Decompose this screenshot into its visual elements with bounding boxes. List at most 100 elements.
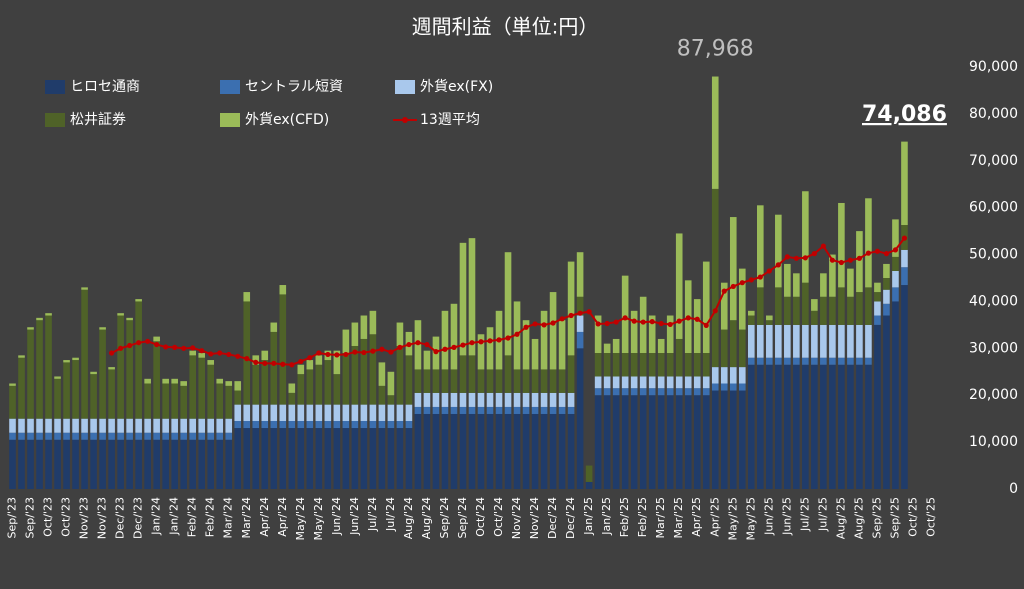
bar-segment (90, 418, 97, 433)
bar-segment (387, 428, 395, 489)
bar-segment (288, 421, 296, 429)
x-tick-label: Jan/'25 (600, 497, 613, 536)
bar-segment (333, 374, 341, 405)
bar-segment (54, 418, 61, 433)
average-marker (172, 344, 178, 350)
bar-segment (351, 322, 359, 346)
bar-segment (883, 263, 890, 278)
bar-segment (612, 376, 620, 389)
bar-segment (495, 369, 503, 393)
bar-segment (747, 324, 755, 358)
bar-segment (865, 287, 872, 325)
bar-segment (459, 406, 467, 414)
bar-segment (144, 378, 151, 384)
bar-segment (207, 418, 215, 433)
bar-segment (883, 289, 890, 304)
bar-segment (486, 406, 494, 414)
bar-segment (504, 392, 512, 407)
x-tick-label: Nov/'23 (96, 497, 109, 539)
average-marker (532, 321, 538, 327)
x-tick-label: Aug/'24 (420, 497, 433, 539)
bar-segment (171, 418, 178, 433)
bar-segment (811, 364, 818, 489)
bar-segment (99, 439, 106, 489)
bar-segment (450, 406, 458, 414)
bar-segment (856, 231, 863, 293)
bar-segment (72, 439, 79, 489)
bar-segment (603, 376, 611, 389)
bar-segment (784, 263, 791, 297)
bar-segment (576, 296, 584, 316)
bar-segment (225, 385, 233, 419)
average-marker (775, 262, 781, 268)
bar-segment (342, 428, 350, 489)
bar-segment (9, 432, 16, 440)
x-tick-label: Feb/'24 (186, 497, 199, 537)
bar-segment (630, 310, 638, 354)
bar-segment (847, 364, 854, 489)
bar-segment (117, 432, 124, 440)
bar-segment (558, 369, 566, 393)
bar-segment (153, 418, 160, 433)
average-marker (316, 350, 322, 356)
bar-segment (567, 392, 575, 407)
bar-segment (216, 383, 224, 419)
bar-segment (757, 324, 764, 358)
bar-segment (369, 428, 377, 489)
x-tick-label: Sep/'24 (438, 497, 451, 538)
x-tick-label: May/'24 (294, 497, 307, 540)
bar-segment (603, 343, 611, 354)
bar-segment (693, 299, 701, 354)
bar-segment (207, 360, 215, 365)
average-marker (145, 338, 151, 344)
bar-segment (117, 313, 124, 316)
x-tick-label: Nov/'24 (510, 497, 523, 539)
x-tick-label: Mar/'25 (654, 497, 667, 538)
bar-segment (216, 378, 224, 384)
average-marker (361, 349, 367, 356)
bar-segment (117, 439, 124, 489)
bar-segment (621, 395, 629, 489)
bar-segment (396, 404, 404, 422)
average-marker (109, 350, 115, 356)
bar-segment (90, 432, 97, 440)
bar-segment (441, 406, 449, 414)
average-marker (190, 345, 196, 351)
bar-segment (36, 418, 43, 433)
x-tick-label: May/'25 (744, 497, 757, 540)
bar-segment (630, 388, 638, 396)
average-marker (550, 320, 556, 326)
average-marker (154, 341, 160, 348)
average-marker (559, 316, 565, 322)
bar-segment (531, 406, 539, 414)
average-marker (613, 319, 619, 325)
legend-swatch (220, 80, 240, 94)
bar-segment (693, 353, 701, 377)
average-marker (766, 268, 772, 274)
average-marker (136, 340, 142, 346)
bar-segment (639, 376, 647, 389)
bar-segment (54, 432, 61, 440)
bar-segment (45, 432, 52, 440)
bar-segment (820, 273, 827, 297)
bar-segment (829, 254, 836, 297)
x-tick-label: Jun/'25 (762, 497, 775, 536)
bar-segment (18, 355, 25, 358)
bar-segment (766, 320, 773, 325)
bar-segment (315, 355, 323, 365)
bar-segment (486, 413, 494, 489)
average-marker (874, 248, 881, 254)
chart-title: 週間利益（単位:円） (412, 15, 599, 39)
bar-segment (576, 252, 584, 297)
bar-segment (126, 320, 133, 419)
average-marker (595, 321, 601, 327)
bar-segment (468, 392, 476, 407)
bar-segment (504, 413, 512, 489)
average-marker (334, 352, 340, 358)
bar-segment (702, 388, 710, 396)
bar-segment (459, 392, 467, 407)
x-tick-label: Jan/'24 (150, 497, 163, 536)
bar-segment (63, 439, 70, 489)
bar-segment (144, 432, 151, 440)
bar-segment (702, 376, 710, 389)
